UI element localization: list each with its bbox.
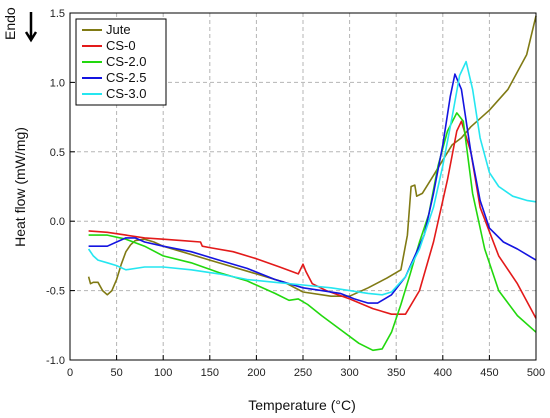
x-tick-label: 150 (201, 367, 219, 379)
x-tick-label: 0 (67, 367, 73, 379)
x-axis-title: Temperature (°C) (248, 397, 356, 413)
y-tick-label: -0.5 (46, 286, 65, 298)
legend-label: CS-0 (106, 38, 136, 53)
axis-ticks: 0 50 100 150 200 250 300 350 400 450 500 -1.0 -0.5 0.… (46, 8, 545, 379)
y-tick-label: 1.5 (50, 8, 65, 20)
legend-label: CS-3.0 (106, 86, 146, 101)
x-tick-label: 300 (340, 367, 358, 379)
legend-label: CS-2.0 (106, 54, 146, 69)
series-line-cs-2-5 (88, 73, 537, 304)
y-axis-title: Heat flow (mW/mg) (12, 127, 28, 247)
x-tick-label: 400 (434, 367, 452, 379)
series-lines (87, 15, 537, 352)
x-tick-label: 350 (387, 367, 405, 379)
x-tick-label: 450 (480, 367, 498, 379)
y-tick-label: 0.5 (50, 147, 65, 159)
series-line-cs-3-0 (87, 60, 537, 296)
x-tick-label: 50 (110, 367, 122, 379)
series-line-cs-2-0 (88, 112, 537, 352)
y-tick-label: -1.0 (46, 355, 65, 367)
x-tick-label: 100 (154, 367, 172, 379)
endo-annotation: Endo (2, 7, 18, 40)
x-tick-label: 500 (527, 367, 545, 379)
x-tick-label: 250 (294, 367, 312, 379)
endo-arrow-icon (24, 12, 38, 43)
series-line-jute (87, 15, 537, 297)
y-tick-label: 1.0 (50, 77, 65, 89)
y-tick-label: 0.0 (50, 216, 65, 228)
legend-label: Jute (106, 22, 131, 37)
x-tick-label: 200 (247, 367, 265, 379)
legend-label: CS-2.5 (106, 70, 146, 85)
series-line-cs-0 (88, 120, 537, 319)
